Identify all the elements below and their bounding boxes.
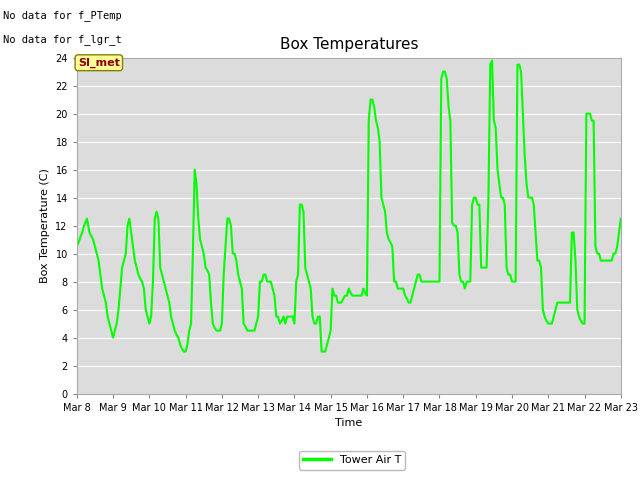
Title: Box Temperatures: Box Temperatures (280, 37, 418, 52)
Text: SI_met: SI_met (78, 58, 120, 68)
X-axis label: Time: Time (335, 418, 362, 428)
Text: No data for f_lgr_t: No data for f_lgr_t (3, 34, 122, 45)
Legend: Tower Air T: Tower Air T (298, 451, 406, 469)
Y-axis label: Box Temperature (C): Box Temperature (C) (40, 168, 50, 283)
Text: No data for f_PTemp: No data for f_PTemp (3, 10, 122, 21)
